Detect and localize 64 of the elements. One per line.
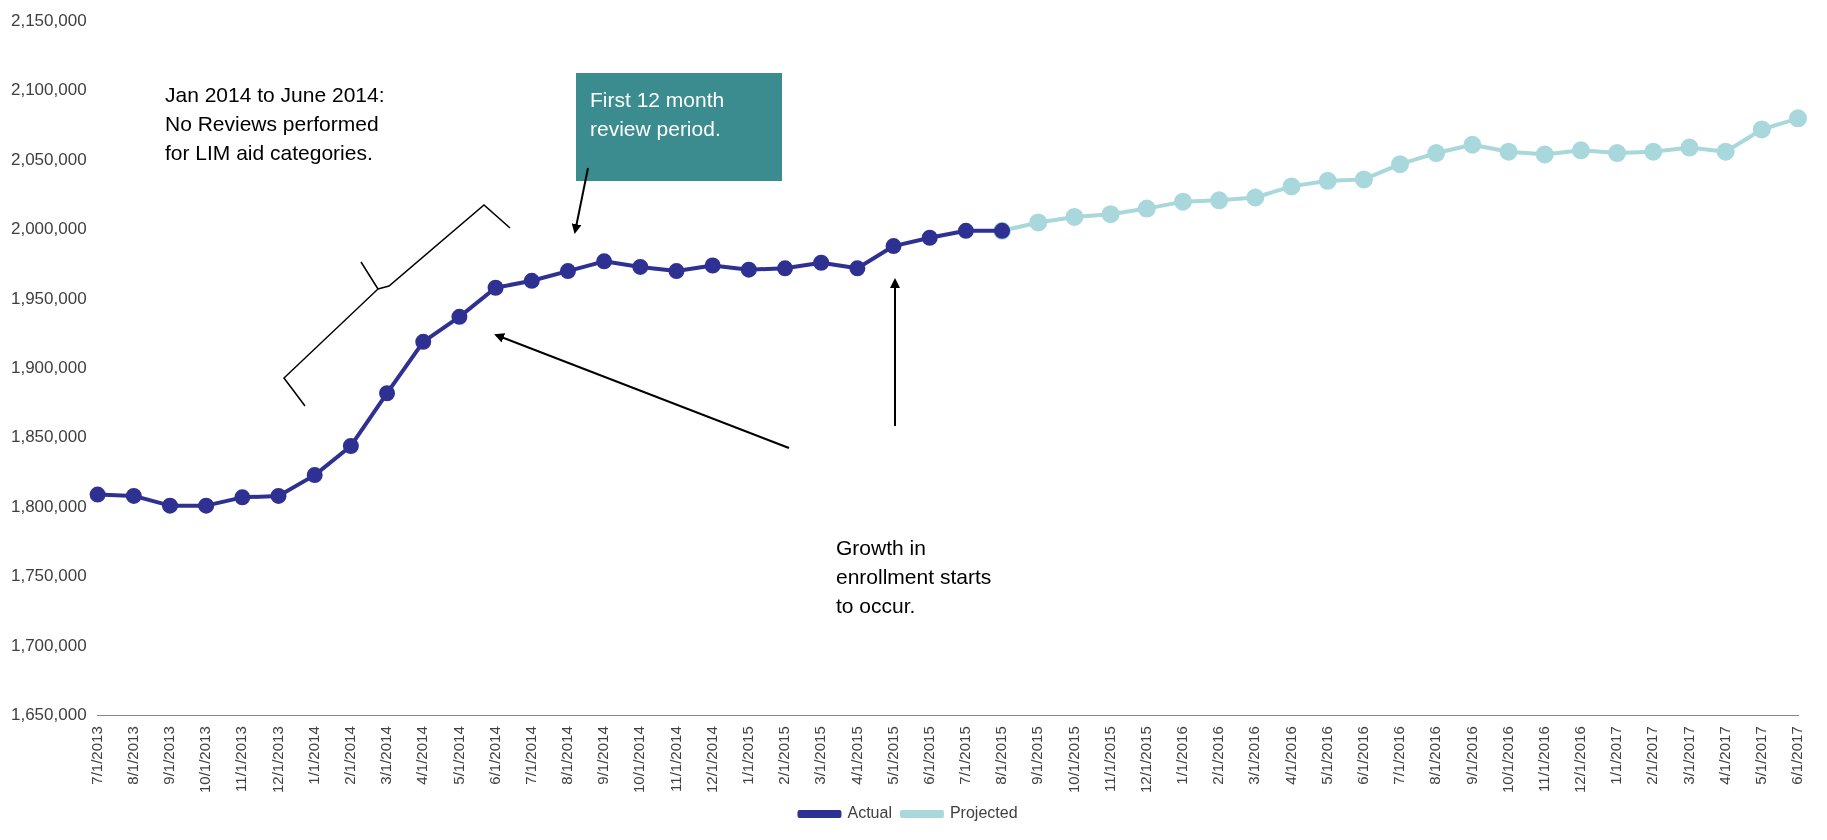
x-tick-label: 5/1/2015: [883, 726, 901, 785]
x-tick-label: 5/1/2017: [1751, 726, 1769, 785]
x-tick-label: 2/1/2015: [775, 726, 793, 785]
x-tick-label: 7/1/2015: [956, 726, 974, 785]
x-tick-label: 8/1/2014: [558, 726, 576, 785]
y-tick-label: 2,000,000: [10, 219, 87, 239]
y-tick-label: 1,700,000: [10, 635, 87, 655]
x-tick-label: 11/1/2013: [232, 726, 250, 792]
x-tick-label: 1/1/2016: [1173, 726, 1191, 785]
x-tick-label: 8/1/2016: [1426, 726, 1444, 785]
x-tick-label: 6/1/2015: [919, 726, 937, 785]
y-tick-label: 1,750,000: [10, 566, 87, 586]
x-tick-label: 1/1/2015: [738, 726, 756, 785]
x-tick-label: 11/1/2014: [666, 726, 684, 792]
x-tick-label: 2/1/2016: [1209, 726, 1227, 785]
x-tick-label: 2/1/2017: [1643, 726, 1661, 785]
x-tick-label: 12/1/2013: [268, 726, 286, 793]
y-tick-label: 1,950,000: [10, 288, 87, 308]
x-tick-label: 12/1/2016: [1571, 726, 1589, 793]
y-tick-label: 2,100,000: [10, 80, 87, 100]
x-tick-label: 8/1/2015: [992, 726, 1010, 785]
x-tick-label: 10/1/2013: [196, 726, 214, 793]
y-tick-label: 2,050,000: [10, 149, 87, 169]
x-tick-label: 10/1/2016: [1498, 726, 1516, 793]
x-tick-label: 7/1/2013: [87, 726, 105, 785]
x-tick-label: 3/1/2016: [1245, 726, 1263, 785]
x-tick-label: 4/1/2017: [1715, 726, 1733, 785]
x-tick-label: 3/1/2015: [811, 726, 829, 785]
y-tick-label: 1,800,000: [10, 496, 87, 516]
x-tick-label: 3/1/2014: [377, 726, 395, 785]
x-tick-label: 10/1/2015: [1064, 726, 1082, 793]
x-tick-label: 7/1/2016: [1390, 726, 1408, 785]
x-tick-label: 12/1/2015: [1136, 726, 1154, 793]
annotation: Jan 2014 to June 2014: No Reviews performed for LIM aid categories.: [165, 82, 385, 166]
x-tick-label: 4/1/2014: [413, 726, 431, 785]
x-tick-label: 5/1/2016: [1317, 726, 1335, 785]
legend-label: Actual: [847, 804, 892, 822]
x-tick-label: 4/1/2016: [1281, 726, 1299, 785]
x-tick-label: 11/1/2016: [1534, 726, 1552, 792]
x-tick-label: 4/1/2015: [847, 726, 865, 785]
legend-label: Projected: [949, 804, 1018, 822]
annotation: Growth in enrollment starts to occur.: [836, 535, 992, 619]
x-tick-label: 9/1/2015: [1028, 726, 1046, 785]
x-tick-label: 9/1/2013: [160, 726, 178, 785]
x-tick-label: 12/1/2014: [702, 726, 720, 793]
x-tick-label: 6/1/2016: [1354, 726, 1371, 785]
x-tick-label: 7/1/2014: [521, 726, 539, 785]
x-tick-label: 9/1/2014: [594, 726, 612, 785]
x-tick-label: 1/1/2014: [304, 726, 322, 785]
x-tick-label: 6/1/2017: [1788, 726, 1806, 785]
x-tick-label: 1/1/2017: [1607, 726, 1625, 785]
x-tick-label: 9/1/2016: [1462, 726, 1480, 785]
x-tick-label: 10/1/2014: [630, 726, 648, 793]
y-tick-label: 2,150,000: [10, 10, 87, 30]
annotation: First 12 month review period.: [590, 87, 725, 142]
x-tick-label: 6/1/2014: [485, 726, 503, 785]
x-tick-label: 2/1/2014: [341, 726, 359, 785]
x-tick-label: 8/1/2013: [123, 726, 141, 785]
x-tick-label: 11/1/2015: [1100, 726, 1118, 792]
y-tick-label: 1,900,000: [10, 357, 87, 377]
y-tick-label: 1,650,000: [10, 704, 87, 724]
y-tick-label: 1,850,000: [10, 427, 87, 447]
x-tick-label: 5/1/2014: [449, 726, 467, 785]
x-tick-label: 3/1/2017: [1679, 726, 1697, 785]
